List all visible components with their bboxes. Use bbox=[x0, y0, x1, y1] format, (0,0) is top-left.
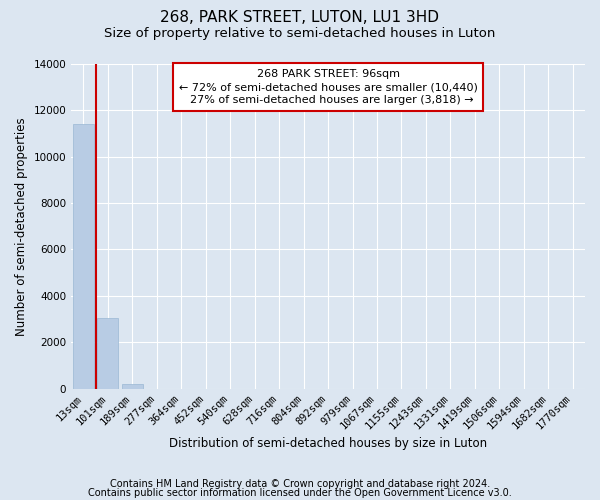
Text: Contains public sector information licensed under the Open Government Licence v3: Contains public sector information licen… bbox=[88, 488, 512, 498]
Y-axis label: Number of semi-detached properties: Number of semi-detached properties bbox=[15, 117, 28, 336]
Text: 268 PARK STREET: 96sqm
← 72% of semi-detached houses are smaller (10,440)
  27% : 268 PARK STREET: 96sqm ← 72% of semi-det… bbox=[179, 69, 478, 106]
X-axis label: Distribution of semi-detached houses by size in Luton: Distribution of semi-detached houses by … bbox=[169, 437, 487, 450]
Text: Size of property relative to semi-detached houses in Luton: Size of property relative to semi-detach… bbox=[104, 28, 496, 40]
Bar bbox=[97, 318, 118, 388]
Bar bbox=[122, 384, 143, 388]
Bar bbox=[73, 124, 94, 388]
Text: Contains HM Land Registry data © Crown copyright and database right 2024.: Contains HM Land Registry data © Crown c… bbox=[110, 479, 490, 489]
Text: 268, PARK STREET, LUTON, LU1 3HD: 268, PARK STREET, LUTON, LU1 3HD bbox=[161, 10, 439, 25]
